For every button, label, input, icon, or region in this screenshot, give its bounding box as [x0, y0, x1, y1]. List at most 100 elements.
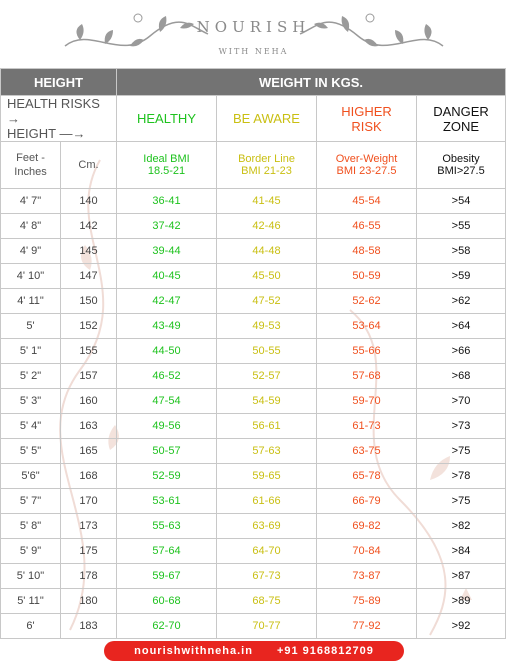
category-higher-risk: HIGHER RISK: [316, 95, 417, 142]
aware-description: Border Line BMI 21-23: [216, 141, 317, 189]
cell-healthy: 39-44: [116, 238, 217, 264]
cell-feet: 5' 5": [0, 438, 61, 464]
cell-danger: >66: [416, 338, 506, 364]
cell-healthy: 52-59: [116, 463, 217, 489]
cell-danger: >58: [416, 238, 506, 264]
table-row: 5'6" 168 52-59 59-65 65-78 >78: [0, 463, 506, 489]
danger-description: Obesity BMI>27.5: [416, 141, 506, 189]
cell-risk: 48-58: [316, 238, 417, 264]
cell-danger: >64: [416, 313, 506, 339]
table-row: 4' 8" 142 37-42 42-46 46-55 >55: [0, 213, 506, 239]
cell-risk: 53-64: [316, 313, 417, 339]
cell-risk: 57-68: [316, 363, 417, 389]
cell-risk: 61-73: [316, 413, 417, 439]
cell-danger: >78: [416, 463, 506, 489]
cell-danger: >87: [416, 563, 506, 589]
cell-healthy: 44-50: [116, 338, 217, 364]
cell-healthy: 62-70: [116, 613, 217, 639]
cell-cm: 173: [60, 513, 117, 539]
cm-label: Cm.: [60, 141, 117, 189]
cell-aware: 44-48: [216, 238, 317, 264]
contact-footer: nourishwithneha.in +91 9168812709: [104, 641, 404, 661]
height-header: HEIGHT: [0, 68, 117, 96]
cell-healthy: 36-41: [116, 188, 217, 214]
cell-danger: >84: [416, 538, 506, 564]
cell-danger: >70: [416, 388, 506, 414]
cell-cm: 140: [60, 188, 117, 214]
cell-healthy: 53-61: [116, 488, 217, 514]
cell-aware: 67-73: [216, 563, 317, 589]
feet-inches-label: Feet - Inches: [0, 141, 61, 189]
cell-aware: 50-55: [216, 338, 317, 364]
cell-feet: 5' 10": [0, 563, 61, 589]
cell-aware: 41-45: [216, 188, 317, 214]
cell-cm: 183: [60, 613, 117, 639]
cell-cm: 160: [60, 388, 117, 414]
cell-feet: 5': [0, 313, 61, 339]
cell-feet: 5' 9": [0, 538, 61, 564]
cell-risk: 66-79: [316, 488, 417, 514]
cell-aware: 54-59: [216, 388, 317, 414]
table-row: 5' 7" 170 53-61 61-66 66-79 >75: [0, 488, 506, 514]
cell-aware: 47-52: [216, 288, 317, 314]
category-healthy: HEALTHY: [116, 95, 217, 142]
cell-risk: 46-55: [316, 213, 417, 239]
cell-healthy: 50-57: [116, 438, 217, 464]
cell-cm: 168: [60, 463, 117, 489]
brand-subtitle: WITH NEHA: [218, 47, 289, 56]
table-row: 6' 183 62-70 70-77 77-92 >92: [0, 613, 506, 639]
phone-number[interactable]: +91 9168812709: [276, 645, 374, 657]
cell-feet: 6': [0, 613, 61, 639]
cell-healthy: 55-63: [116, 513, 217, 539]
cell-feet: 5'6": [0, 463, 61, 489]
cell-danger: >92: [416, 613, 506, 639]
table-body: 4' 7" 140 36-41 41-45 45-54 >54 4' 8" 142 37-42 4…: [0, 188, 506, 639]
cell-cm: 163: [60, 413, 117, 439]
table-row: 5' 5" 165 50-57 57-63 63-75 >75: [0, 438, 506, 464]
cell-danger: >55: [416, 213, 506, 239]
weight-header: WEIGHT IN KGS.: [116, 68, 506, 96]
cell-healthy: 47-54: [116, 388, 217, 414]
cell-aware: 59-65: [216, 463, 317, 489]
cell-feet: 5' 2": [0, 363, 61, 389]
healthy-description: Ideal BMI 18.5-21: [116, 141, 217, 189]
table-row: 4' 11" 150 42-47 47-52 52-62 >62: [0, 288, 506, 314]
cell-healthy: 49-56: [116, 413, 217, 439]
cell-cm: 145: [60, 238, 117, 264]
height-label: HEIGHT: [7, 126, 56, 141]
cell-feet: 4' 8": [0, 213, 61, 239]
cell-feet: 4' 11": [0, 288, 61, 314]
health-risks-label: HEALTH RISKS: [7, 96, 100, 111]
cell-risk: 75-89: [316, 588, 417, 614]
cell-feet: 5' 11": [0, 588, 61, 614]
cell-risk: 65-78: [316, 463, 417, 489]
risk-description: Over-Weight BMI 23-27.5: [316, 141, 417, 189]
cell-danger: >82: [416, 513, 506, 539]
cell-risk: 70-84: [316, 538, 417, 564]
cell-cm: 175: [60, 538, 117, 564]
website-link[interactable]: nourishwithneha.in: [134, 645, 253, 657]
table-row: 5' 9" 175 57-64 64-70 70-84 >84: [0, 538, 506, 564]
cell-cm: 142: [60, 213, 117, 239]
cell-danger: >89: [416, 588, 506, 614]
cell-healthy: 37-42: [116, 213, 217, 239]
cell-danger: >54: [416, 188, 506, 214]
cell-healthy: 40-45: [116, 263, 217, 289]
cell-aware: 64-70: [216, 538, 317, 564]
category-danger-zone: DANGER ZONE: [416, 95, 506, 142]
cell-healthy: 59-67: [116, 563, 217, 589]
arrow-right-icon: —→: [59, 126, 86, 141]
table-row: 5' 11" 180 60-68 68-75 75-89 >89: [0, 588, 506, 614]
right-vine-ornament: [299, 13, 444, 47]
cell-healthy: 42-47: [116, 288, 217, 314]
cell-cm: 178: [60, 563, 117, 589]
cell-risk: 55-66: [316, 338, 417, 364]
logo-header: NOURISH WITH NEHA: [0, 0, 507, 68]
cell-danger: >73: [416, 413, 506, 439]
cell-risk: 63-75: [316, 438, 417, 464]
cell-aware: 56-61: [216, 413, 317, 439]
table-row: 5' 4" 163 49-56 56-61 61-73 >73: [0, 413, 506, 439]
cell-healthy: 43-49: [116, 313, 217, 339]
cell-danger: >75: [416, 488, 506, 514]
table-row: 5' 1" 155 44-50 50-55 55-66 >66: [0, 338, 506, 364]
